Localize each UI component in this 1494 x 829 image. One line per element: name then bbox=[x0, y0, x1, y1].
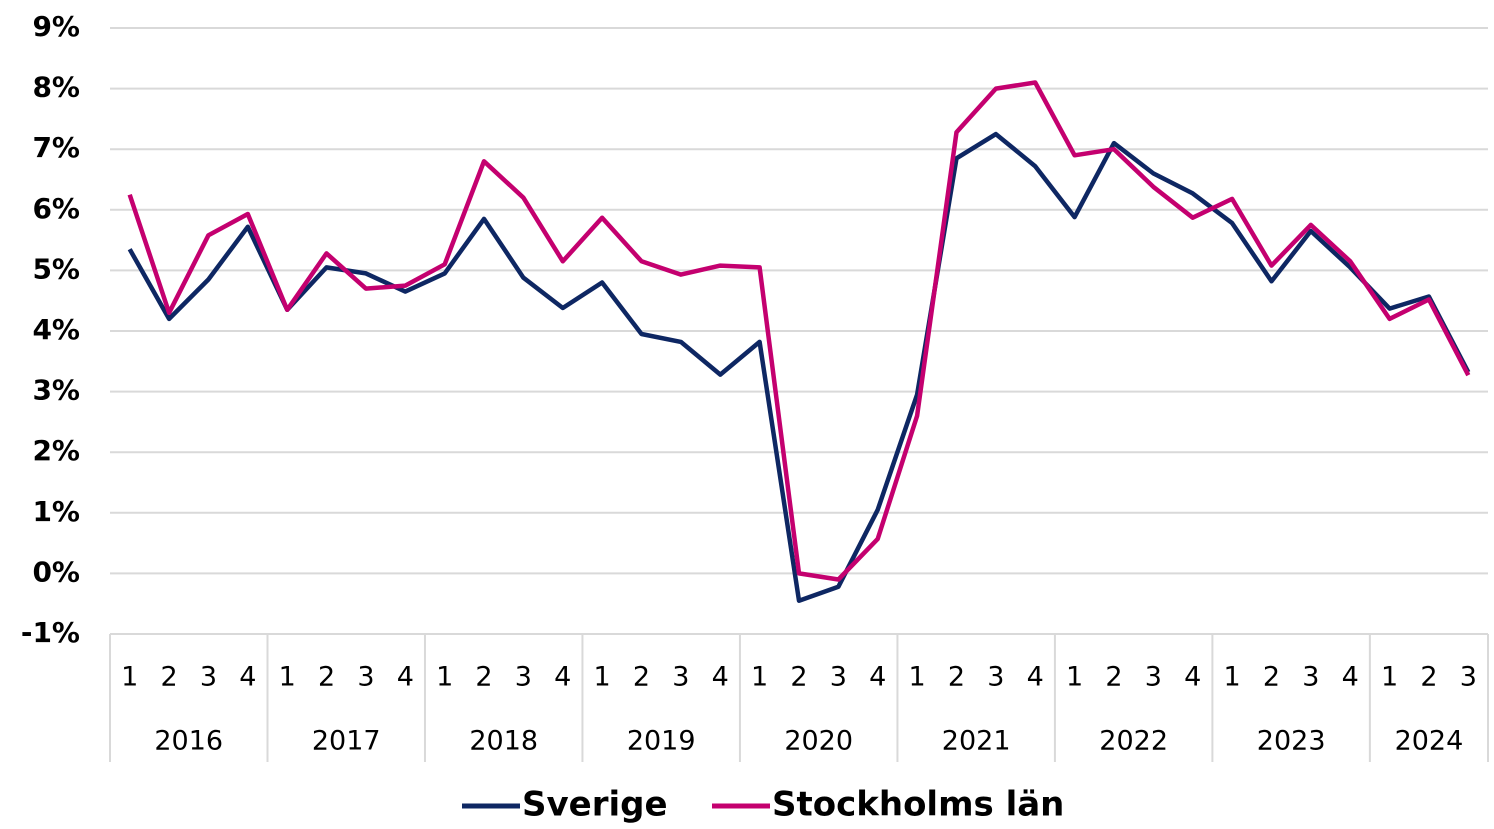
x-tick-label: 2 bbox=[1263, 662, 1280, 693]
x-group-label: 2023 bbox=[1257, 726, 1326, 757]
x-tick-label: 4 bbox=[1027, 662, 1044, 693]
y-tick-label: 4% bbox=[32, 313, 80, 346]
x-tick-label: 2 bbox=[1105, 662, 1122, 693]
x-tick-label: 3 bbox=[1145, 662, 1162, 693]
series-line bbox=[127, 131, 1471, 603]
x-tick-label: 3 bbox=[830, 662, 847, 693]
x-tick-label: 2 bbox=[318, 662, 335, 693]
x-tick-label: 1 bbox=[121, 662, 138, 693]
x-tick-label: 4 bbox=[1342, 662, 1359, 693]
x-tick-label: 2 bbox=[633, 662, 650, 693]
x-group-label: 2016 bbox=[154, 726, 223, 757]
x-group-label: 2020 bbox=[784, 726, 853, 757]
y-tick-label: 0% bbox=[32, 555, 80, 588]
x-tick-label: 2 bbox=[790, 662, 807, 693]
x-tick-label: 4 bbox=[869, 662, 886, 693]
x-tick-label: 1 bbox=[594, 662, 611, 693]
x-tick-label: 3 bbox=[357, 662, 374, 693]
x-tick-label: 1 bbox=[1381, 662, 1398, 693]
y-tick-label: 1% bbox=[32, 495, 80, 528]
x-group-label: 2019 bbox=[627, 726, 696, 757]
x-tick-label: 4 bbox=[1184, 662, 1201, 693]
series-line bbox=[127, 80, 1471, 582]
y-tick-label: 7% bbox=[32, 131, 80, 164]
x-tick-label: 4 bbox=[554, 662, 571, 693]
x-tick-label: 1 bbox=[436, 662, 453, 693]
x-tick-label: 2 bbox=[948, 662, 965, 693]
x-tick-label: 1 bbox=[751, 662, 768, 693]
legend-label: Stockholms län bbox=[772, 785, 1064, 825]
x-tick-label: 4 bbox=[239, 662, 256, 693]
x-group-label: 2017 bbox=[312, 726, 381, 757]
y-tick-label: -1% bbox=[21, 616, 80, 649]
x-group-label: 2022 bbox=[1099, 726, 1168, 757]
x-group-label: 2024 bbox=[1395, 726, 1464, 757]
x-tick-label: 2 bbox=[1420, 662, 1437, 693]
y-tick-label: 6% bbox=[32, 192, 80, 225]
legend-label: Sverige bbox=[522, 785, 668, 825]
x-tick-label: 1 bbox=[909, 662, 926, 693]
x-tick-label: 3 bbox=[987, 662, 1004, 693]
x-tick-label: 3 bbox=[1302, 662, 1319, 693]
y-tick-label: 5% bbox=[32, 252, 80, 285]
x-tick-label: 2 bbox=[160, 662, 177, 693]
x-tick-label: 3 bbox=[672, 662, 689, 693]
x-tick-label: 3 bbox=[1460, 662, 1477, 693]
y-tick-label: 8% bbox=[32, 71, 80, 104]
y-tick-label: 9% bbox=[32, 10, 80, 43]
x-tick-label: 1 bbox=[1066, 662, 1083, 693]
x-tick-label: 4 bbox=[397, 662, 414, 693]
x-tick-label: 1 bbox=[1223, 662, 1240, 693]
x-tick-label: 3 bbox=[515, 662, 532, 693]
y-tick-label: 2% bbox=[32, 434, 80, 467]
x-group-label: 2021 bbox=[942, 726, 1011, 757]
x-tick-label: 1 bbox=[279, 662, 296, 693]
x-tick-label: 4 bbox=[712, 662, 729, 693]
x-tick-label: 3 bbox=[200, 662, 217, 693]
x-group-label: 2018 bbox=[469, 726, 538, 757]
y-tick-label: 3% bbox=[32, 374, 80, 407]
x-tick-label: 2 bbox=[475, 662, 492, 693]
